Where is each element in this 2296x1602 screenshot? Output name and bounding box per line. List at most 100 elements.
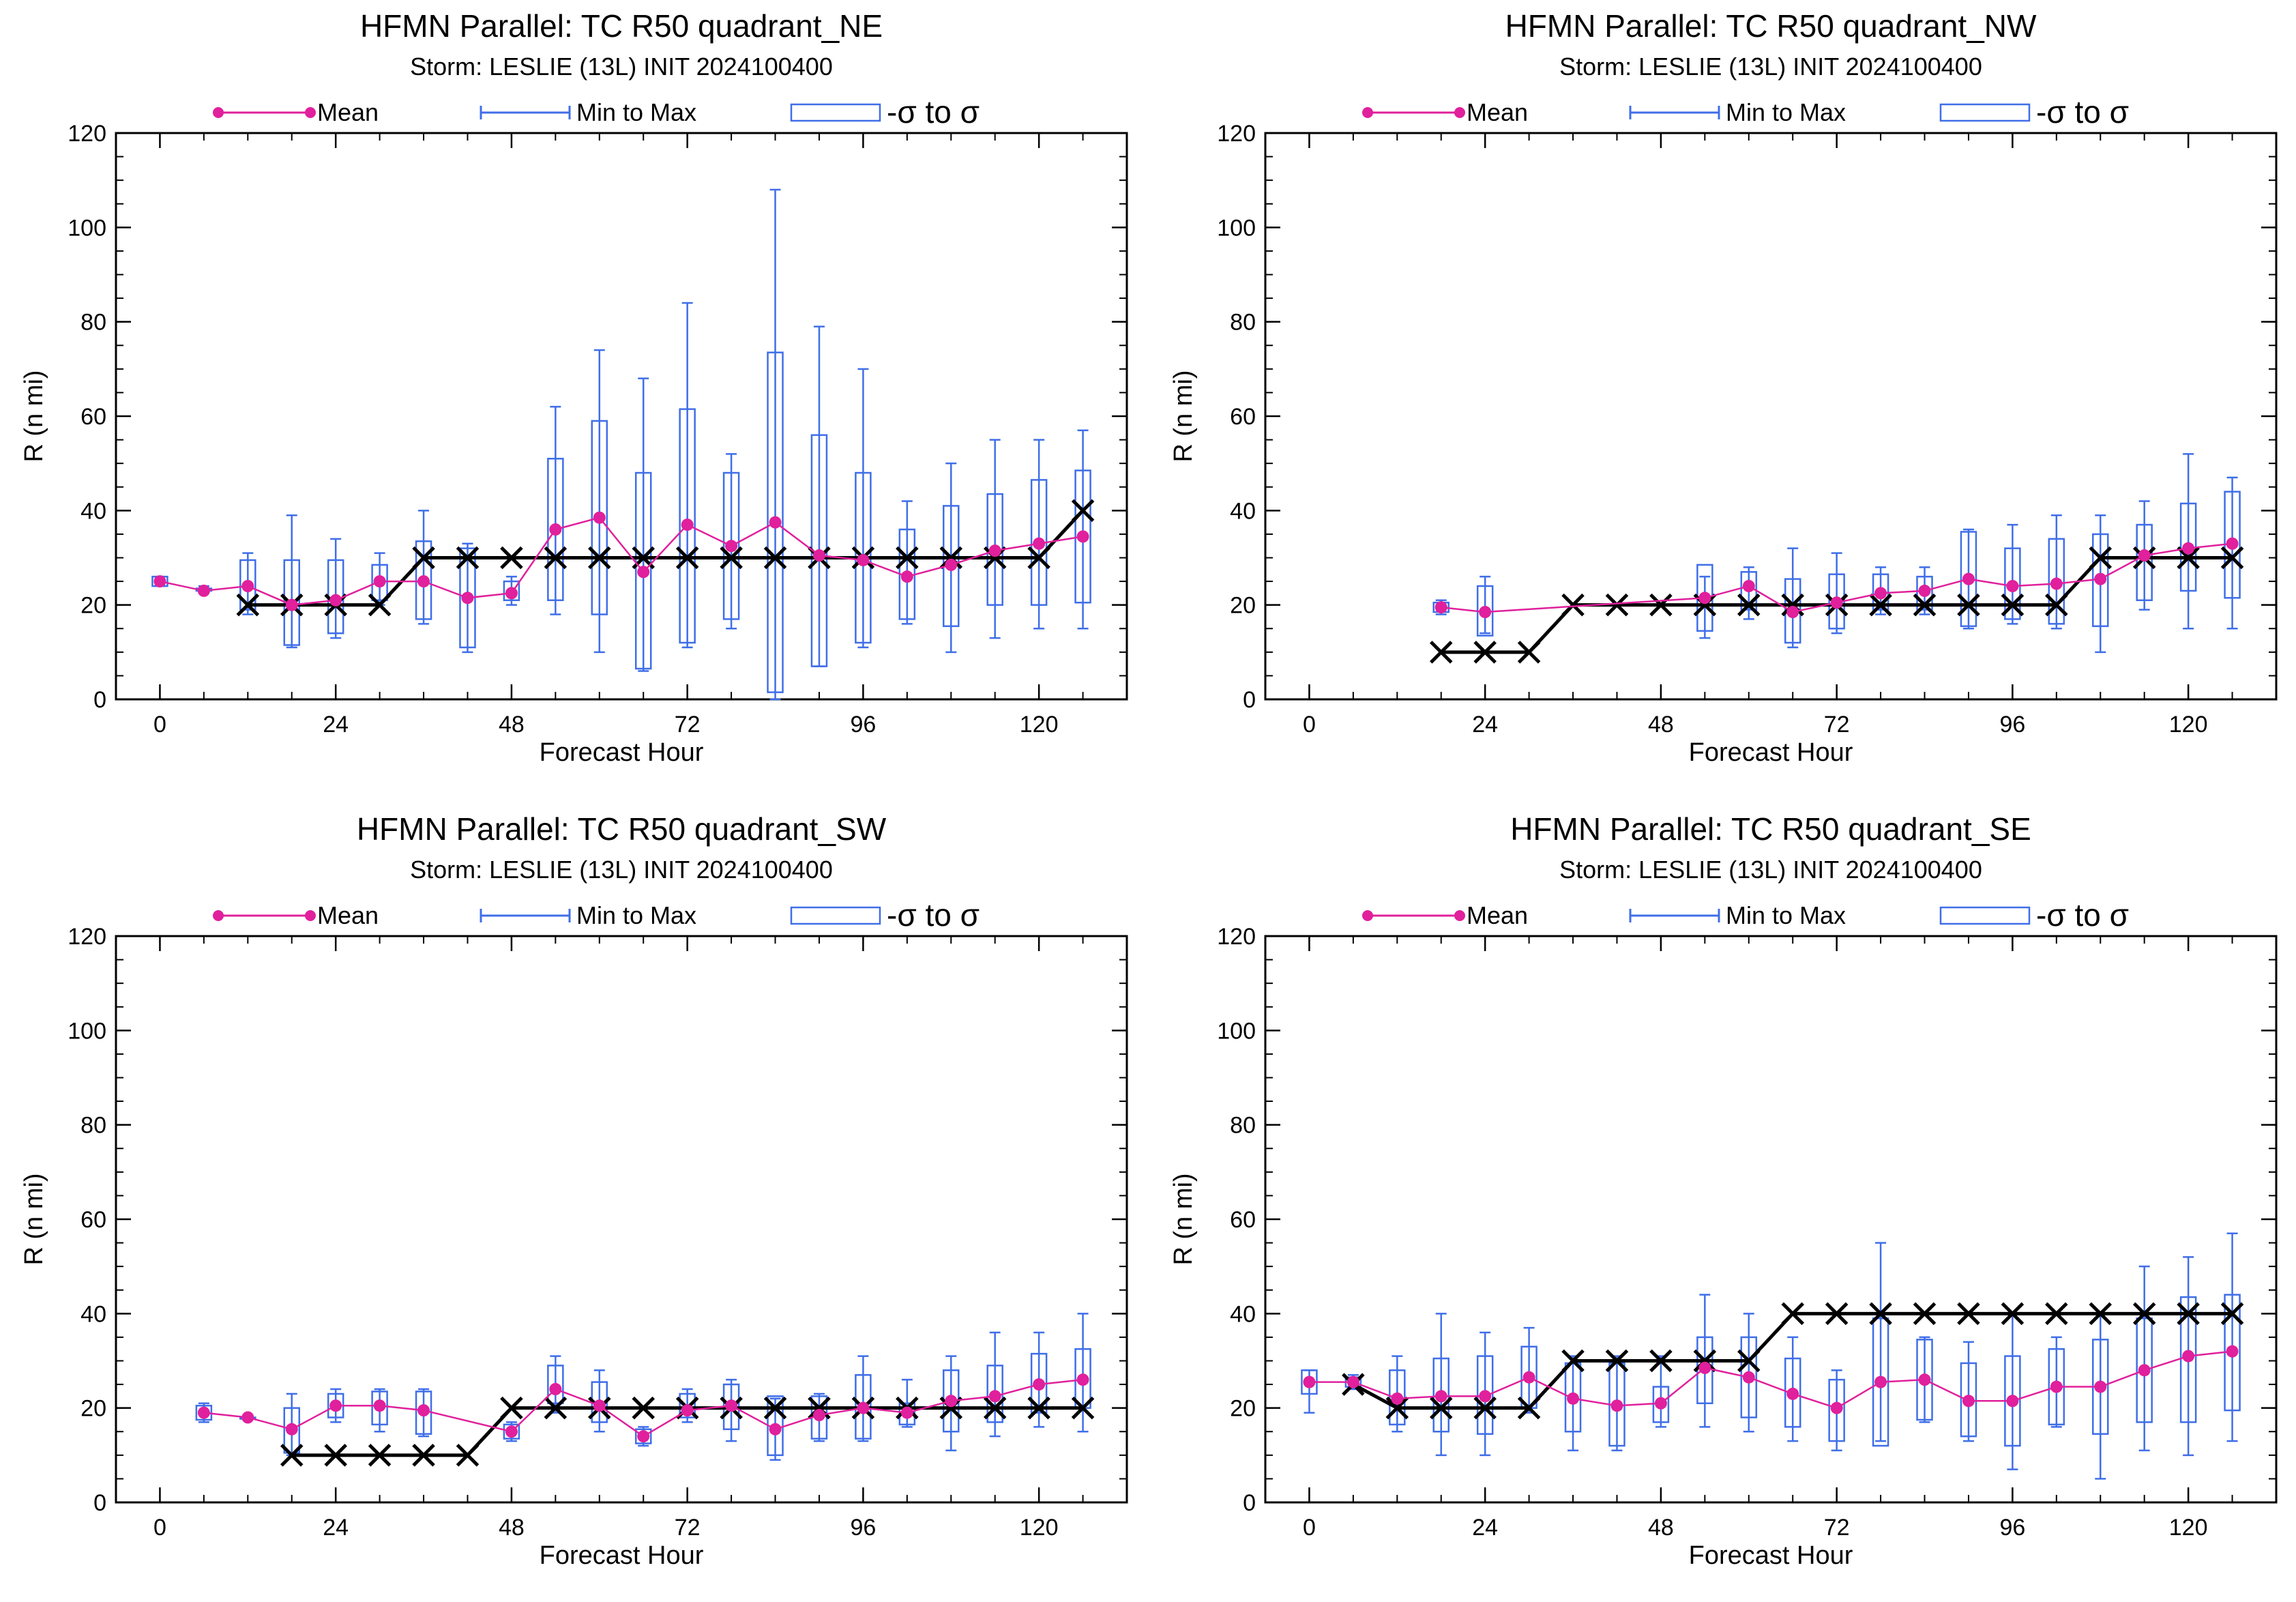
- official-marker: [2001, 1302, 2025, 1326]
- mean-marker: [1830, 1401, 1843, 1414]
- sigma-box: [2048, 538, 2065, 625]
- sigma-box: [679, 1393, 696, 1418]
- y-axis-label: R (n mi): [1169, 370, 1198, 462]
- mean-marker: [1434, 601, 1447, 614]
- mean-marker: [1610, 1399, 1623, 1412]
- sigma-box: [2179, 1296, 2197, 1423]
- mean-marker: [1479, 1390, 1492, 1403]
- mean-marker: [1654, 1397, 1667, 1410]
- chart-subtitle: Storm: LESLIE (13L) INIT 2024100400: [1559, 53, 1982, 81]
- sigma-box: [371, 564, 388, 601]
- official-marker: [368, 1444, 392, 1467]
- official-marker: [1605, 1349, 1629, 1373]
- mean-line: [160, 516, 1083, 606]
- official-marker: [1781, 593, 1804, 617]
- y-tick-label: 40: [1230, 498, 1256, 524]
- official-marker: [1071, 1396, 1095, 1420]
- mean-marker: [417, 575, 430, 588]
- legend-sigma-label: -σ to σ: [887, 94, 980, 130]
- x-tick-label: 48: [499, 1515, 525, 1541]
- official-marker: [1737, 593, 1761, 617]
- official-marker: [2045, 1302, 2068, 1326]
- mean-marker: [945, 1395, 958, 1408]
- x-tick-label: 24: [1472, 1515, 1498, 1541]
- sigma-box: [2136, 523, 2153, 601]
- official-marker: [1473, 641, 1497, 664]
- mean-marker: [285, 1423, 298, 1436]
- legend-mean-marker: [213, 910, 224, 921]
- mean-marker: [857, 553, 870, 566]
- mean-marker: [2006, 1395, 2019, 1408]
- legend: Mean Min to Max -σ to σ: [213, 94, 980, 130]
- x-tick-label: 0: [1303, 1515, 1316, 1541]
- y-tick-label: 120: [68, 924, 106, 950]
- official-marker: [2220, 546, 2244, 570]
- chart-panel-2: HFMN Parallel: TC R50 quadrant_NW Storm: …: [1169, 8, 2278, 767]
- official-marker: [2045, 593, 2068, 617]
- chart-subtitle: Storm: LESLIE (13L) INIT 2024100400: [410, 856, 833, 884]
- mean-marker: [2226, 537, 2239, 550]
- official-marker: [456, 1444, 480, 1467]
- y-axis-label: R (n mi): [20, 1173, 48, 1265]
- chart-title: HFMN Parallel: TC R50 quadrant_NE: [360, 8, 883, 44]
- x-axis-label: Forecast Hour: [1689, 1541, 1853, 1570]
- y-tick-label: 20: [80, 593, 106, 619]
- official-marker: [1429, 1396, 1453, 1420]
- x-axis-label: Forecast Hour: [540, 738, 704, 767]
- mean-marker: [241, 1411, 254, 1424]
- official-marker: [2001, 593, 2025, 617]
- mean-marker: [1918, 584, 1931, 597]
- mean-marker: [2182, 542, 2195, 555]
- mean-marker: [681, 519, 694, 531]
- official-marker: [412, 1444, 435, 1467]
- x-axis-label: Forecast Hour: [1689, 738, 1853, 767]
- mean-marker: [197, 1406, 210, 1419]
- x-tick-label: 72: [1824, 1515, 1850, 1541]
- sigma-box: [503, 1423, 520, 1440]
- chart-subtitle: Storm: LESLIE (13L) INIT 2024100400: [410, 53, 833, 81]
- official-marker: [1473, 1396, 1497, 1420]
- mean-marker: [900, 570, 913, 583]
- mean-marker: [1874, 587, 1887, 600]
- official-marker: [1869, 1302, 1892, 1326]
- mean-marker: [2050, 1380, 2063, 1393]
- mean-marker: [945, 558, 958, 571]
- official-marker: [368, 593, 392, 617]
- sigma-box: [722, 471, 740, 620]
- x-tick-label: 0: [153, 712, 166, 738]
- mean-marker: [769, 516, 782, 529]
- mean-marker: [1033, 1378, 1046, 1391]
- mean-marker: [1962, 1395, 1975, 1408]
- y-tick-label: 60: [1230, 1207, 1256, 1233]
- mean-marker: [1962, 572, 1975, 585]
- mean-marker: [2006, 580, 2019, 592]
- sigma-box: [2136, 1317, 2153, 1423]
- x-tick-label: 96: [850, 712, 876, 738]
- mean-marker: [857, 1401, 870, 1414]
- official-marker: [1385, 1396, 1409, 1420]
- sigma-box: [1432, 1357, 1449, 1433]
- official-marker: [1561, 1349, 1585, 1373]
- official-marker: [939, 1396, 963, 1420]
- sigma-box: [634, 1428, 652, 1444]
- y-tick-label: 100: [1217, 1018, 1256, 1044]
- official-marker: [1517, 1396, 1541, 1420]
- x-tick-label: 120: [2169, 1515, 2208, 1541]
- sigma-box: [239, 559, 256, 611]
- mean-marker: [988, 544, 1001, 557]
- sigma-box: [1916, 575, 1933, 611]
- mean-marker: [725, 540, 738, 553]
- y-tick-label: 60: [80, 404, 106, 430]
- legend-mean-label: Mean: [317, 98, 379, 126]
- x-tick-label: 24: [1472, 712, 1498, 738]
- legend-mean-marker: [1362, 910, 1373, 921]
- official-marker: [280, 1444, 304, 1467]
- legend: Mean Min to Max -σ to σ: [1362, 94, 2129, 130]
- mean-marker: [329, 1399, 342, 1412]
- mean-marker: [1479, 606, 1492, 619]
- x-axis-label: Forecast Hour: [540, 1541, 704, 1570]
- official-marker: [720, 546, 743, 570]
- official-marker: [2132, 1302, 2156, 1326]
- sigma-box: [547, 1365, 564, 1404]
- x-tick-label: 72: [1824, 712, 1850, 738]
